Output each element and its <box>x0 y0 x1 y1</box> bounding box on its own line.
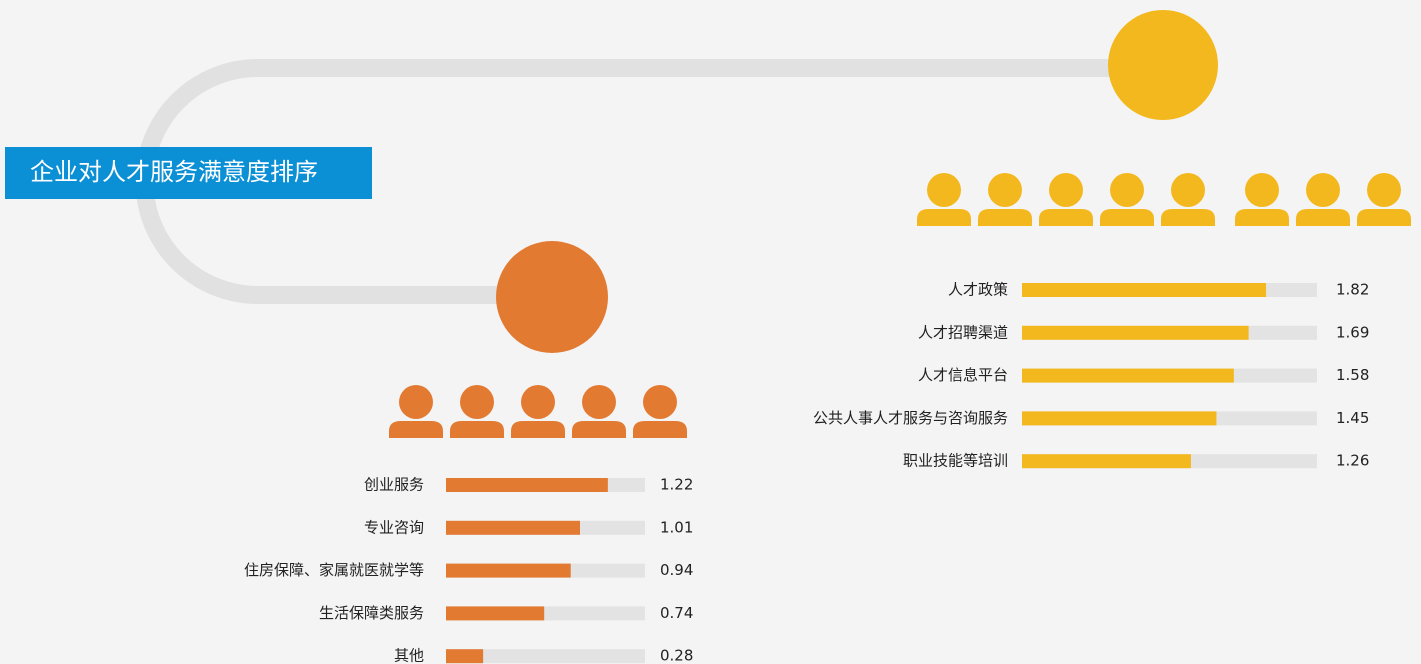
person-head <box>643 385 677 419</box>
person-body <box>572 421 626 438</box>
person-body <box>1100 209 1154 226</box>
value-label: 1.26 <box>1336 452 1369 470</box>
person-body <box>1161 209 1215 226</box>
title-box <box>5 147 372 199</box>
person-head <box>1306 173 1340 207</box>
value-label: 1.82 <box>1336 281 1369 299</box>
category-label: 人才政策 <box>948 281 1008 299</box>
bar <box>446 478 608 492</box>
bar <box>446 520 580 535</box>
category-label: 创业服务 <box>364 476 424 494</box>
category-label: 人才信息平台 <box>918 366 1008 384</box>
person-body <box>511 421 565 438</box>
person-head <box>521 385 555 419</box>
value-label: 0.28 <box>660 647 693 664</box>
orange-circle <box>496 241 608 353</box>
person-body <box>633 421 687 438</box>
bar <box>1022 411 1217 426</box>
category-label: 生活保障类服务 <box>319 604 424 622</box>
person-body <box>1235 209 1289 226</box>
person-head <box>1110 173 1144 207</box>
yellow-circle <box>1108 10 1218 120</box>
value-label: 1.22 <box>660 476 693 494</box>
value-label: 0.74 <box>660 604 693 622</box>
bar-track <box>446 649 645 664</box>
title: 企业对人才服务满意度排序 <box>30 158 318 186</box>
category-label: 住房保障、家属就医就学等 <box>244 561 424 579</box>
person-head <box>927 173 961 207</box>
person-head <box>1245 173 1279 207</box>
person-body <box>1296 209 1350 226</box>
bar <box>1022 454 1191 469</box>
person-head <box>399 385 433 419</box>
bar <box>1022 283 1267 297</box>
person-body <box>1039 209 1093 226</box>
person-body <box>1357 209 1411 226</box>
bar <box>446 563 571 578</box>
person-head <box>460 385 494 419</box>
person-head <box>582 385 616 419</box>
value-label: 1.69 <box>1336 323 1369 341</box>
category-label: 职业技能等培训 <box>903 452 1008 470</box>
bar <box>1022 325 1249 340</box>
category-label: 专业咨询 <box>364 518 424 536</box>
value-label: 1.58 <box>1336 366 1369 384</box>
people-icons <box>389 173 1411 438</box>
value-label: 1.01 <box>660 518 693 536</box>
person-head <box>1367 173 1401 207</box>
person-head <box>988 173 1022 207</box>
person-head <box>1049 173 1083 207</box>
person-body <box>450 421 504 438</box>
category-label: 公共人事人才服务与咨询服务 <box>813 409 1008 427</box>
person-head <box>1171 173 1205 207</box>
person-body <box>917 209 971 226</box>
value-label: 1.45 <box>1336 409 1369 427</box>
bar <box>1022 368 1234 383</box>
value-label: 0.94 <box>660 561 693 579</box>
bar <box>446 606 545 621</box>
person-body <box>389 421 443 438</box>
person-body <box>978 209 1032 226</box>
bar <box>446 649 484 664</box>
category-label: 人才招聘渠道 <box>918 323 1008 341</box>
category-label: 其他 <box>394 647 424 664</box>
